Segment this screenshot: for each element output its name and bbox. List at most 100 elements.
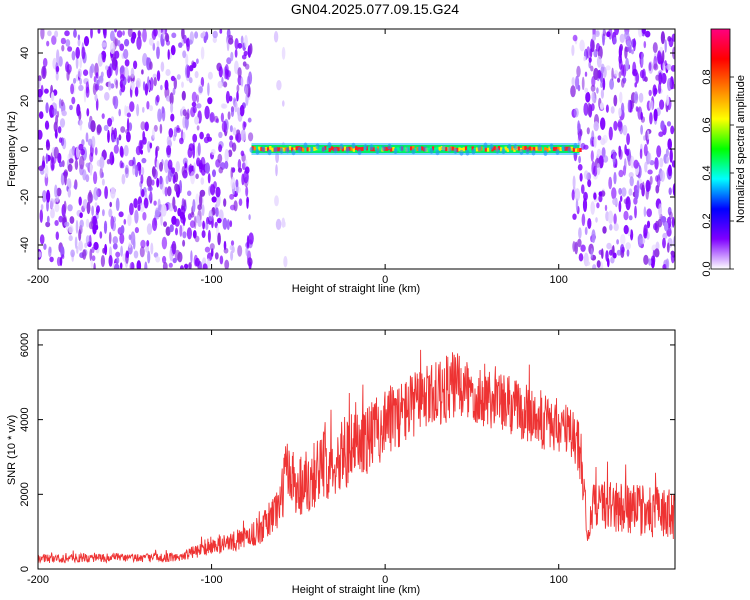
heatmap-cell: [149, 105, 153, 112]
heatmap-cell: [218, 66, 223, 78]
heatmap-cell: [223, 247, 229, 254]
heatmap-cell: [110, 30, 115, 42]
heatmap-cell: [188, 143, 194, 151]
colorbar-frame: [710, 28, 731, 270]
heatmap-cell: [586, 46, 591, 59]
signal-band-cell: [306, 147, 309, 152]
heatmap-cell: [181, 90, 186, 101]
heatmap-cell: [198, 86, 203, 94]
heatmap-cell: [196, 125, 200, 131]
signal-band-cell: [431, 146, 435, 151]
heatmap-cell: [149, 61, 153, 70]
heatmap-cell: [38, 80, 41, 89]
heatmap-cell: [55, 71, 59, 81]
heatmap-cell: [58, 98, 62, 109]
signal-band-cell: [350, 146, 353, 151]
heatmap-cell: [98, 76, 104, 82]
heatmap-cell: [97, 29, 101, 34]
heatmap-cell: [230, 240, 235, 246]
heatmap-cell: [237, 42, 243, 49]
heatmap-cell: [593, 121, 599, 132]
signal-band-cell: [368, 146, 371, 151]
heatmap-cell: [85, 162, 91, 168]
signal-band-cell: [577, 148, 580, 152]
heatmap-cell: [611, 187, 617, 200]
heatmap-cell: [49, 256, 54, 263]
heatmap-cell: [161, 107, 166, 122]
heatmap-cell: [630, 155, 635, 169]
heatmap-cell: [226, 219, 230, 231]
heatmap-cell: [670, 250, 675, 256]
signal-band-cell: [333, 147, 338, 154]
heatmap-cell: [648, 152, 652, 163]
signal-band-cell: [269, 146, 272, 150]
heatmap-cell: [155, 145, 160, 152]
heatmap-cell: [665, 258, 670, 269]
heatmap-cell: [248, 132, 254, 142]
signal-band-cell: [293, 147, 296, 152]
snr-xtick-label: -100: [201, 574, 223, 586]
heatmap-cell: [224, 259, 230, 269]
signal-band-cell: [405, 146, 410, 153]
signal-band-cell: [249, 146, 254, 153]
heatmap-cell: [618, 169, 624, 178]
heatmap-cell: [109, 151, 114, 166]
heatmap-cell: [133, 198, 138, 209]
heatmap-cell: [58, 56, 63, 67]
heatmap-cell: [38, 75, 42, 82]
heatmap-cell: [101, 171, 104, 178]
heatmap-cell: [230, 51, 234, 62]
heatmap-cell: [85, 86, 90, 98]
heatmap-cell: [160, 84, 163, 91]
heatmap-cell: [591, 229, 596, 244]
heatmap-cell: [55, 114, 59, 126]
heatmap-cell: [55, 231, 59, 240]
heatmap-cell: [194, 235, 200, 243]
heatmap-cell: [209, 243, 215, 251]
signal-band-cell: [567, 146, 572, 153]
heatmap-cell: [617, 119, 623, 132]
heatmap-cell: [124, 105, 127, 117]
signal-band-cell: [495, 147, 500, 154]
heatmap-cell: [171, 167, 176, 174]
heatmap-cell: [165, 226, 171, 236]
heatmap-cell: [146, 175, 152, 188]
heatmap-cell: [73, 29, 77, 38]
heatmap-cell: [180, 265, 184, 269]
signal-band-cell: [330, 146, 334, 151]
heatmap-cell: [634, 205, 637, 219]
heatmap-cell: [184, 162, 187, 169]
signal-band-cell: [412, 146, 415, 151]
signal-band-cell: [369, 144, 374, 151]
heatmap-cell: [165, 40, 171, 46]
signal-band-cell: [303, 142, 308, 149]
heatmap-cell: [273, 31, 279, 43]
signal-band-cell: [261, 146, 266, 153]
heatmap-cell: [109, 201, 112, 208]
heatmap-cell: [69, 216, 75, 224]
heatmap-cell: [133, 250, 139, 259]
heatmap-cell: [197, 142, 201, 156]
heatmap-cell: [127, 213, 132, 227]
signal-band-cell: [354, 146, 358, 150]
heatmap-cell: [132, 238, 136, 250]
heatmap-cell: [625, 148, 630, 156]
heatmap-cell: [83, 36, 90, 47]
heatmap-cell: [664, 221, 669, 232]
heatmap-cell: [618, 187, 622, 195]
signal-band-cell: [489, 143, 494, 150]
heatmap-cell: [68, 225, 74, 234]
heatmap-cell: [222, 217, 228, 230]
heatmap-cell: [180, 205, 186, 216]
heatmap-cell: [78, 84, 84, 92]
heatmap-cell: [166, 145, 172, 156]
heatmap-cell: [623, 210, 629, 221]
heatmap-cell: [38, 165, 44, 172]
heatmap-cell: [246, 198, 249, 209]
heatmap-cell: [93, 262, 96, 269]
heatmap-cell: [590, 248, 594, 260]
heatmap-cell: [79, 78, 82, 85]
heatmap-cell: [135, 145, 142, 156]
heatmap-cell: [591, 130, 595, 142]
